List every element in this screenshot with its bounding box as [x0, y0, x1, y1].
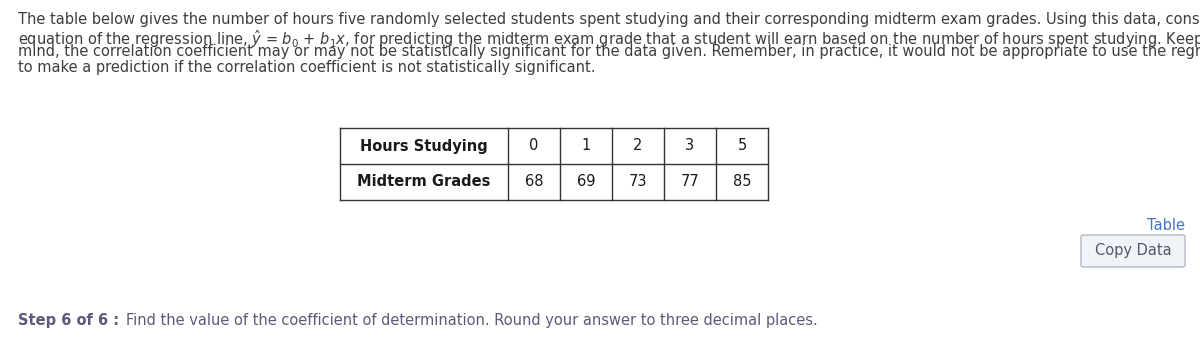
Text: equation of the regression line, $\hat{y}$ = $b_0$ + $b_1x$, for predicting the : equation of the regression line, $\hat{y… [18, 28, 1200, 50]
Text: Hours Studying: Hours Studying [360, 139, 488, 153]
Text: 73: 73 [629, 174, 647, 190]
Text: to make a prediction if the correlation coefficient is not statistically signifi: to make a prediction if the correlation … [18, 60, 595, 75]
Text: Step 6 of 6 :: Step 6 of 6 : [18, 313, 130, 328]
Text: 77: 77 [680, 174, 700, 190]
Text: Table: Table [1147, 218, 1186, 233]
Text: Midterm Grades: Midterm Grades [358, 174, 491, 190]
Text: Find the value of the coefficient of determination. Round your answer to three d: Find the value of the coefficient of det… [126, 313, 817, 328]
Text: mind, the correlation coefficient may or may not be statistically significant fo: mind, the correlation coefficient may or… [18, 44, 1200, 59]
Text: 3: 3 [685, 139, 695, 153]
Text: 85: 85 [733, 174, 751, 190]
FancyBboxPatch shape [1081, 235, 1186, 267]
Text: The table below gives the number of hours five randomly selected students spent : The table below gives the number of hour… [18, 12, 1200, 27]
Text: 2: 2 [634, 139, 643, 153]
Text: 5: 5 [737, 139, 746, 153]
Text: 68: 68 [524, 174, 544, 190]
Text: Copy Data: Copy Data [1094, 244, 1171, 258]
Text: 69: 69 [577, 174, 595, 190]
Text: 0: 0 [529, 139, 539, 153]
Text: 1: 1 [581, 139, 590, 153]
